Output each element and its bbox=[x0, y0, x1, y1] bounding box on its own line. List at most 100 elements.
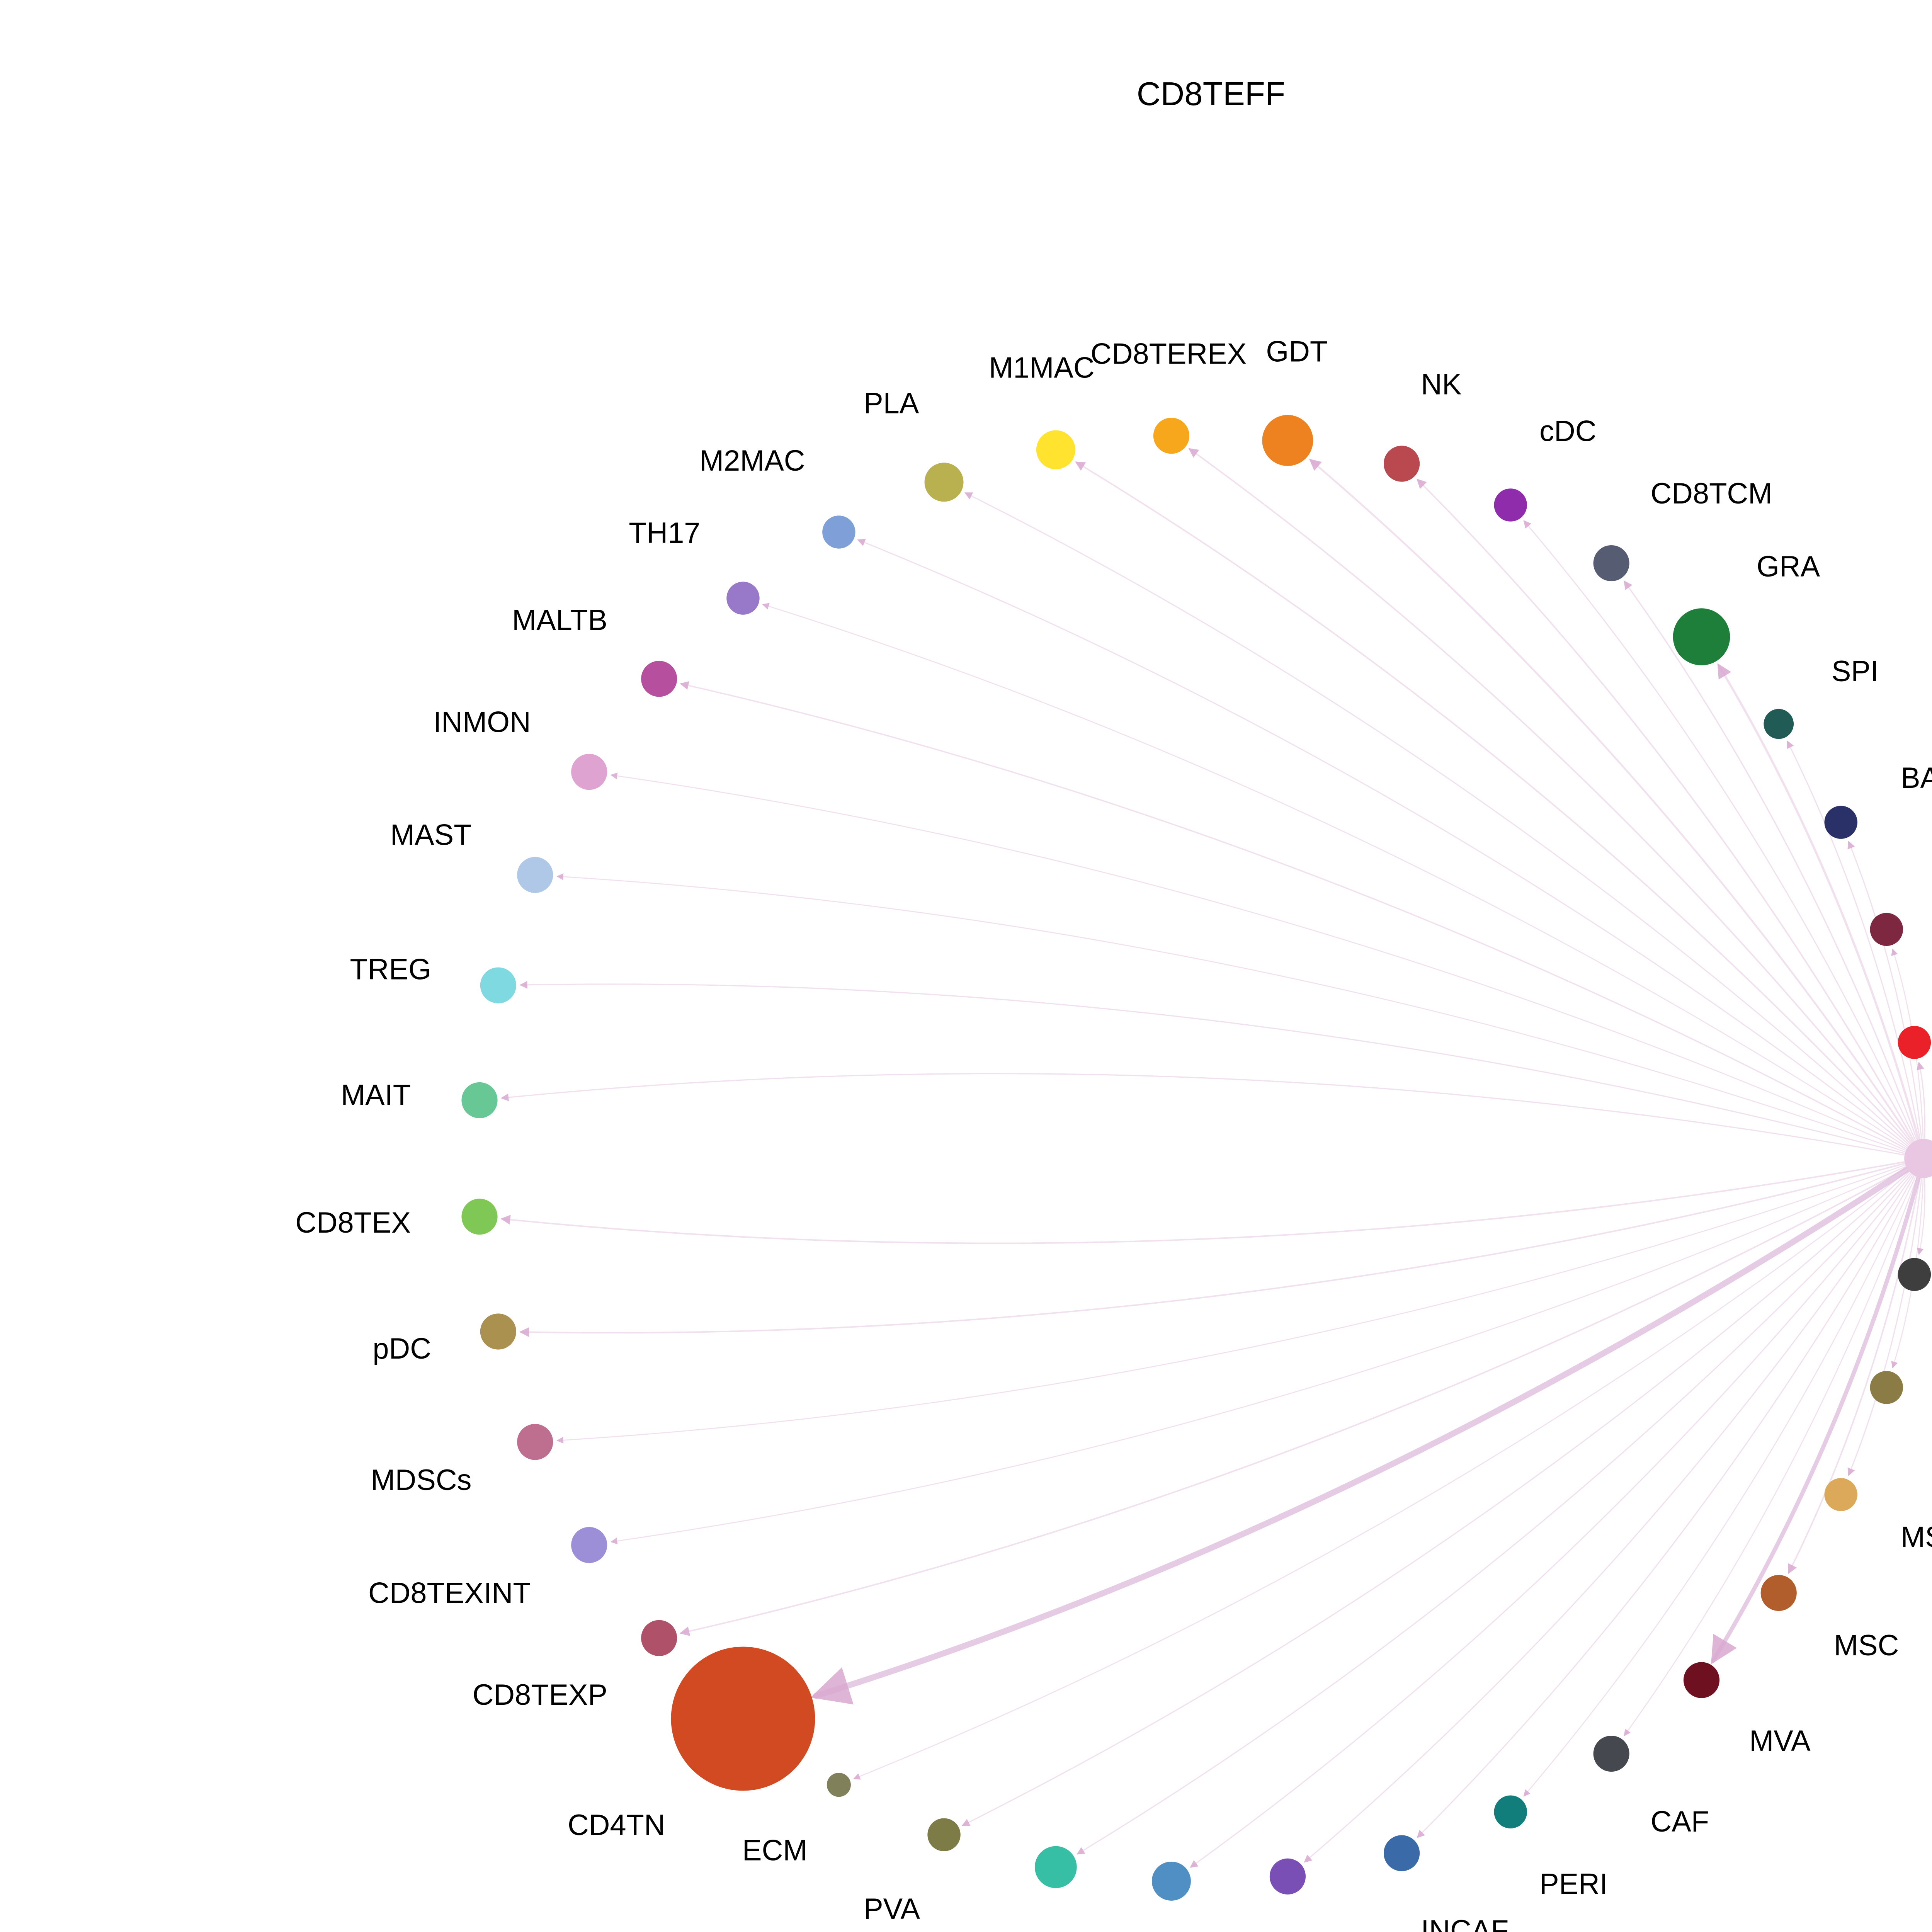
node-TREG bbox=[480, 967, 516, 1003]
node-label-CD8TEX: CD8TEX bbox=[295, 1206, 411, 1239]
node-label-INCAF: INCAF bbox=[1421, 1914, 1509, 1932]
node-label-CD8TCM: CD8TCM bbox=[1651, 477, 1772, 510]
edge-CD8TEFF-M1MAC bbox=[1075, 461, 1923, 1157]
node-label-cDC: cDC bbox=[1539, 415, 1596, 447]
node-CAF bbox=[1593, 1735, 1629, 1772]
node-BAS bbox=[1824, 806, 1857, 839]
labels-layer: CD8TEFFMYOFIBFIBMSC.MVAMSCMVACAFPERIINCA… bbox=[295, 335, 1932, 1932]
edge-CD8TEFF-cDC bbox=[1523, 520, 1923, 1156]
edge-CD8TEFF-MAST bbox=[556, 873, 1922, 1158]
edge-CD8TEFF-MALTB bbox=[680, 681, 1922, 1158]
node-label-INMON: INMON bbox=[433, 706, 531, 738]
node-label-CAF: CAF bbox=[1651, 1805, 1709, 1838]
edge-CD8TEFF-PVA bbox=[961, 1160, 1922, 1826]
edge-CD8TEFF-CD8TEX bbox=[500, 1158, 1922, 1244]
node-CD8TEXP bbox=[641, 1620, 677, 1656]
node-label-pDC: pDC bbox=[372, 1332, 431, 1365]
edge-CD8TEFF-MDSCs bbox=[556, 1159, 1922, 1444]
node-MDSCs bbox=[517, 1424, 553, 1460]
edge-CD8TEFF-CD8TEXP bbox=[679, 1159, 1922, 1636]
node-label-MDSCs: MDSCs bbox=[371, 1464, 472, 1497]
edge-CD8TEFF-END bbox=[1190, 1160, 1923, 1868]
edge-CD8TEFF-MSC bbox=[1788, 1160, 1924, 1574]
node-CD8TEREX bbox=[1153, 418, 1190, 454]
nodes-layer bbox=[461, 415, 1932, 1901]
node-label-MVA: MVA bbox=[1749, 1725, 1811, 1757]
node-label-CD4TN: CD4TN bbox=[568, 1809, 665, 1842]
node-PVA bbox=[927, 1818, 961, 1851]
edge-CD8TEFF-GRA bbox=[1717, 663, 1924, 1157]
node-ECM bbox=[827, 1773, 851, 1797]
node-SMC bbox=[1035, 1846, 1077, 1888]
edge-CD8TEFF-MVA bbox=[1711, 1159, 1925, 1665]
node-CD4TN bbox=[671, 1646, 815, 1791]
node-label-MAST: MAST bbox=[390, 819, 471, 852]
edge-CD8TEFF-MAIT bbox=[500, 1073, 1922, 1159]
edge-CD8TEFF-SPI bbox=[1787, 740, 1924, 1156]
node-label-TH17: TH17 bbox=[629, 517, 700, 549]
node-INCAF bbox=[1383, 1835, 1420, 1871]
edge-CD8TEFF-CD8TCM bbox=[1624, 580, 1923, 1156]
node-label-CD8TEXINT: CD8TEXINT bbox=[368, 1577, 531, 1609]
edge-CD8TEFF-CD8TEXINT bbox=[610, 1159, 1922, 1544]
node-label-CD8TEXP: CD8TEXP bbox=[473, 1679, 607, 1711]
node-MEN bbox=[1870, 913, 1903, 946]
node-label-TREG: TREG bbox=[350, 953, 431, 986]
node-label-ECM: ECM bbox=[742, 1834, 807, 1867]
edge-CD8TEFF-M2MAC bbox=[857, 539, 1922, 1157]
node-END bbox=[1151, 1861, 1191, 1901]
node-label-PLA: PLA bbox=[864, 387, 919, 420]
node-CD8TEXINT bbox=[571, 1527, 607, 1563]
node-MYOFIB bbox=[1898, 1258, 1931, 1291]
node-GRA bbox=[1673, 608, 1730, 665]
edge-CD8TEFF-LYMEND bbox=[1304, 1160, 1923, 1863]
node-GDT bbox=[1262, 415, 1313, 466]
edges-layer bbox=[500, 448, 1926, 1868]
edge-CD8TEFF-TH17 bbox=[762, 603, 1922, 1158]
node-MVA bbox=[1683, 1662, 1720, 1698]
node-NK bbox=[1383, 446, 1420, 482]
node-SPI bbox=[1764, 709, 1794, 739]
edge-CD8TEFF-pDC bbox=[519, 1158, 1922, 1337]
node-M1MAC bbox=[1036, 430, 1075, 469]
edge-CD8TEFF-PLA bbox=[964, 492, 1922, 1157]
edge-CD8TEFF-CD8TEREX bbox=[1188, 448, 1923, 1157]
node-cDC bbox=[1494, 488, 1527, 522]
node-label-MALTB: MALTB bbox=[512, 604, 607, 637]
node-label-MAIT: MAIT bbox=[341, 1079, 411, 1112]
node-label-MSC.MVA: MSC.MVA bbox=[1901, 1521, 1932, 1554]
node-CD8TEX bbox=[461, 1199, 498, 1235]
edge-CD8TEFF-ECM bbox=[853, 1160, 1922, 1780]
edge-CD8TEFF-SMC bbox=[1077, 1160, 1922, 1855]
node-label-CD8TEREX: CD8TEREX bbox=[1090, 337, 1247, 370]
edge-CD8TEFF-TREG bbox=[519, 981, 1922, 1158]
node-M2MAC bbox=[822, 515, 855, 549]
edge-CD8TEFF-PERI bbox=[1523, 1160, 1923, 1797]
node-label-M1MAC: M1MAC bbox=[989, 351, 1094, 384]
node-CD8TEFF bbox=[1904, 1139, 1932, 1178]
node-MAST bbox=[517, 857, 553, 893]
node-CD8TCM bbox=[1593, 545, 1629, 582]
node-MALTB bbox=[641, 661, 677, 697]
node-label-GDT: GDT bbox=[1266, 335, 1328, 368]
node-STM bbox=[1898, 1026, 1931, 1059]
node-pDC bbox=[480, 1313, 516, 1350]
node-LYMEND bbox=[1269, 1858, 1306, 1895]
edge-CD8TEFF-NK bbox=[1417, 478, 1923, 1157]
chart-title: CD8TEFF bbox=[1137, 76, 1285, 112]
node-PLA bbox=[924, 463, 964, 502]
edge-CD8TEFF-GDT bbox=[1309, 459, 1923, 1157]
node-label-MSC: MSC bbox=[1834, 1629, 1899, 1662]
node-TH17 bbox=[726, 582, 760, 615]
node-MSC bbox=[1760, 1575, 1797, 1611]
node-label-PVA: PVA bbox=[864, 1893, 920, 1925]
edge-CD8TEFF-CD4TN bbox=[810, 1157, 1924, 1705]
node-label-NK: NK bbox=[1421, 368, 1461, 401]
node-PERI bbox=[1494, 1795, 1527, 1828]
edge-CD8TEFF-BAS bbox=[1847, 840, 1924, 1156]
node-label-BAS: BAS bbox=[1901, 762, 1932, 794]
edge-CD8TEFF-MSC.MVA bbox=[1847, 1161, 1924, 1476]
edge-CD8TEFF-CAF bbox=[1624, 1161, 1923, 1736]
